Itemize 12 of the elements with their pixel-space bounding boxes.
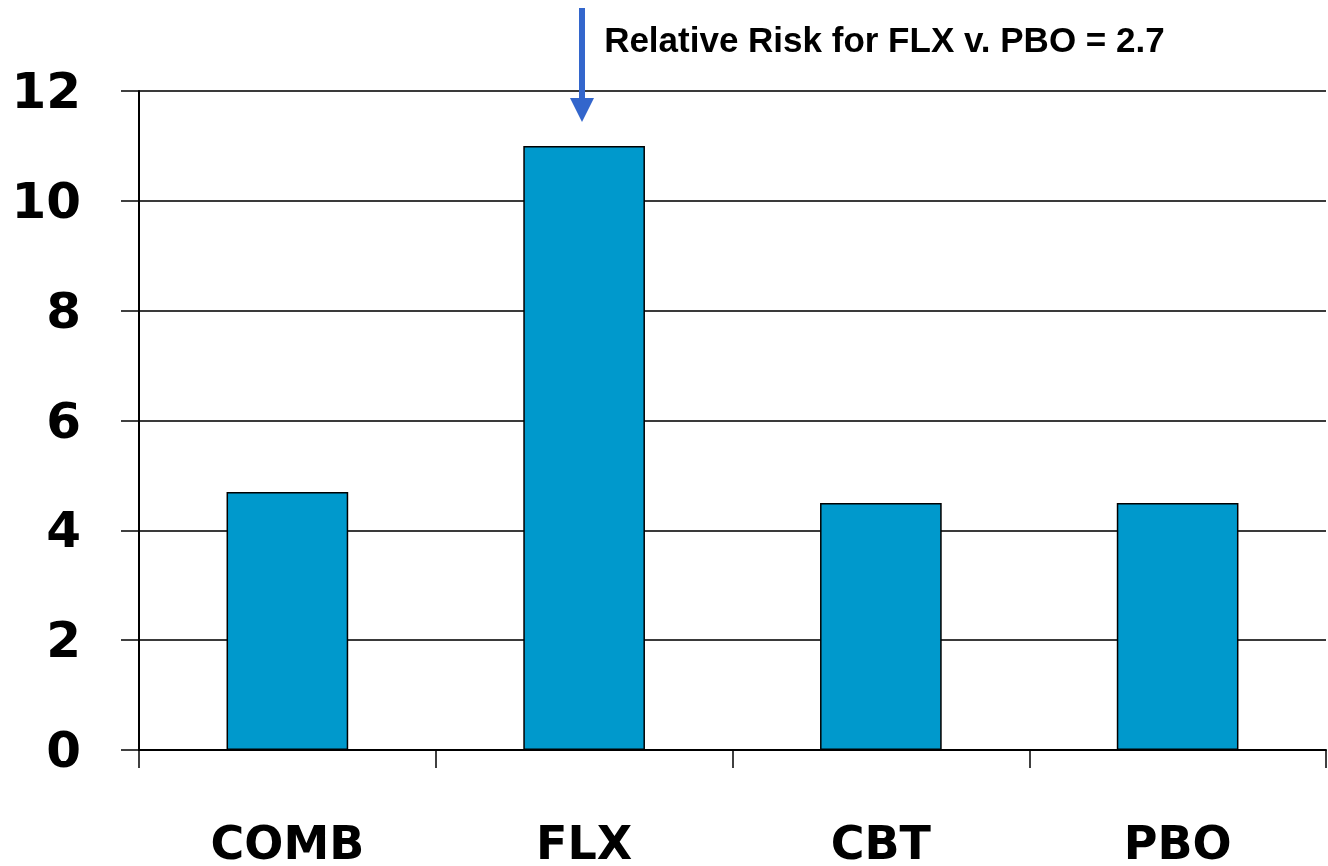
x-tick-label: PBO xyxy=(1123,816,1232,866)
x-tick-label: CBT xyxy=(830,816,932,866)
annotation: Relative Risk for FLX v. PBO = 2.7 xyxy=(604,20,1165,59)
y-tick-label: 4 xyxy=(46,501,81,560)
y-tick-label: 8 xyxy=(46,281,81,340)
y-tick-label: 10 xyxy=(11,171,81,230)
y-tick-label: 6 xyxy=(46,391,81,450)
x-tick-label: COMB xyxy=(210,816,365,866)
y-tick-label: 0 xyxy=(46,721,81,779)
y-tick-label: 12 xyxy=(11,62,81,120)
x-tick-label: FLX xyxy=(536,816,633,866)
y-tick-label: 2 xyxy=(46,611,81,670)
